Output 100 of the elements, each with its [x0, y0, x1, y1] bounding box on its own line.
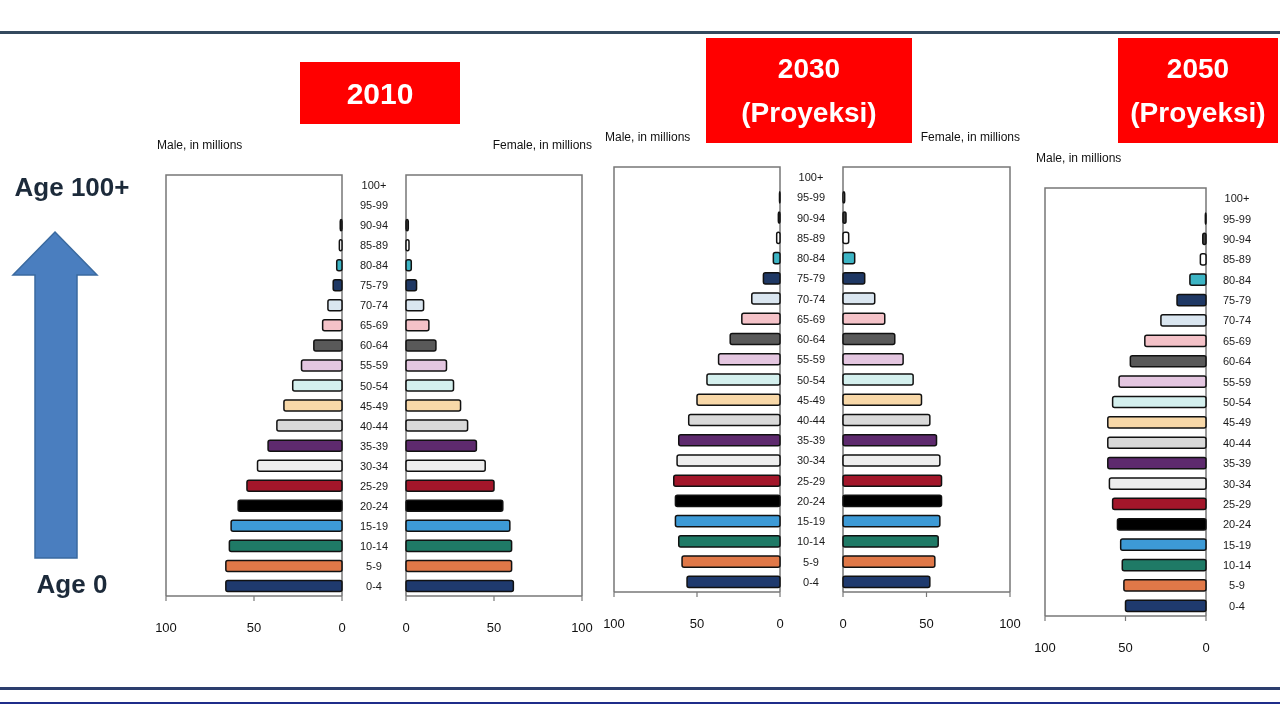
bar [1107, 456, 1207, 470]
x-axis-title: Female, in millions [492, 138, 592, 152]
y-tick-label: 25-29 [359, 479, 389, 492]
bar [1160, 314, 1207, 327]
chart-title: 2030 [777, 52, 841, 84]
bar [405, 339, 437, 352]
y-tick-label: 40-44 [359, 419, 389, 432]
y-tick-label: 25-29 [1222, 497, 1252, 510]
bar [246, 479, 343, 492]
bar [327, 299, 343, 312]
bar [405, 258, 413, 272]
y-tick-label: 95-99 [359, 199, 389, 212]
bar [405, 539, 513, 553]
bar [1116, 517, 1207, 531]
bar [405, 479, 495, 492]
y-tick-label: 45-49 [359, 399, 389, 412]
x-axis-title: Male, in millions [1036, 151, 1122, 165]
bar [405, 359, 448, 372]
bar [276, 419, 343, 432]
bar [696, 393, 781, 407]
y-tick-label: 70-74 [1222, 314, 1252, 327]
y-tick-label: 30-34 [796, 454, 826, 467]
y-tick-label: 15-19 [796, 515, 826, 528]
y-tick-label: 100+ [1224, 192, 1250, 205]
bar [842, 231, 850, 245]
y-tick-label: 35-39 [796, 434, 826, 447]
y-tick-label: 75-79 [1222, 294, 1252, 307]
x-tick-label: 0 [1202, 640, 1210, 655]
bar [405, 238, 410, 252]
bar [677, 433, 781, 447]
x-tick-label: 50 [246, 620, 262, 635]
bar [681, 555, 781, 568]
bar [300, 359, 343, 372]
y-tick-label: 30-34 [359, 459, 389, 472]
bar [1176, 293, 1207, 307]
y-tick-label: 65-69 [359, 319, 389, 332]
bar [225, 579, 343, 593]
bar [1107, 416, 1207, 429]
bar [772, 251, 781, 265]
bar [674, 494, 781, 508]
y-tick-label: 0-4 [366, 579, 382, 592]
y-tick-label: 30-34 [1222, 477, 1252, 490]
x-tick-label: 100 [571, 620, 593, 635]
x-tick-label: 50 [1118, 640, 1133, 655]
y-tick-label: 10-14 [1222, 559, 1252, 572]
bar [1199, 252, 1207, 266]
x-axis-title: Male, in millions [157, 138, 243, 152]
bar [332, 279, 343, 292]
bar [1111, 395, 1207, 409]
bar [706, 373, 781, 386]
bar [1144, 334, 1207, 348]
y-tick-label: 20-24 [359, 499, 389, 512]
bar [1189, 273, 1207, 287]
bar [1119, 538, 1207, 552]
bar [842, 413, 931, 427]
bar [1123, 579, 1207, 592]
y-tick-label: 55-59 [359, 359, 389, 372]
bar [762, 271, 781, 285]
bar [405, 499, 504, 513]
bar [405, 519, 511, 533]
y-tick-label: 20-24 [1222, 518, 1252, 531]
bar [405, 279, 418, 292]
y-tick-label: 80-84 [796, 252, 826, 265]
bar [1111, 497, 1207, 511]
y-tick-label: 75-79 [796, 272, 826, 285]
x-tick-label: 50 [919, 616, 934, 631]
bar [405, 399, 462, 412]
bar [1124, 599, 1207, 613]
bar [717, 352, 781, 366]
chart-title: 2050 [1166, 52, 1230, 84]
bar [842, 494, 943, 508]
x-axis-title: Male, in millions [605, 130, 691, 144]
bar [405, 579, 515, 593]
y-tick-label: 80-84 [359, 259, 389, 272]
y-tick-label: 50-54 [359, 379, 389, 392]
x-tick-label: 100 [999, 616, 1021, 631]
bar [405, 419, 469, 432]
bar [842, 433, 938, 447]
bar [677, 535, 781, 548]
y-tick-label: 10-14 [359, 539, 389, 552]
y-tick-label: 85-89 [359, 239, 389, 252]
bar [842, 211, 847, 224]
x-tick-label: 50 [486, 620, 502, 635]
y-tick-label: 5-9 [366, 559, 382, 572]
y-tick-label: 15-19 [1222, 538, 1252, 551]
y-tick-label: 0-4 [803, 575, 819, 588]
bar [741, 312, 781, 326]
bar [313, 339, 343, 352]
bar [673, 474, 781, 488]
bar [405, 459, 486, 472]
bar [405, 559, 513, 573]
y-tick-label: 15-19 [359, 519, 389, 532]
text: Age 100+ [14, 172, 130, 202]
y-tick-label: 45-49 [796, 393, 826, 406]
bar [842, 271, 866, 285]
y-tick-label: 25-29 [796, 474, 826, 487]
bar [228, 539, 343, 553]
bar [751, 292, 781, 305]
bar [842, 332, 896, 346]
y-tick-label: 100+ [361, 179, 387, 192]
